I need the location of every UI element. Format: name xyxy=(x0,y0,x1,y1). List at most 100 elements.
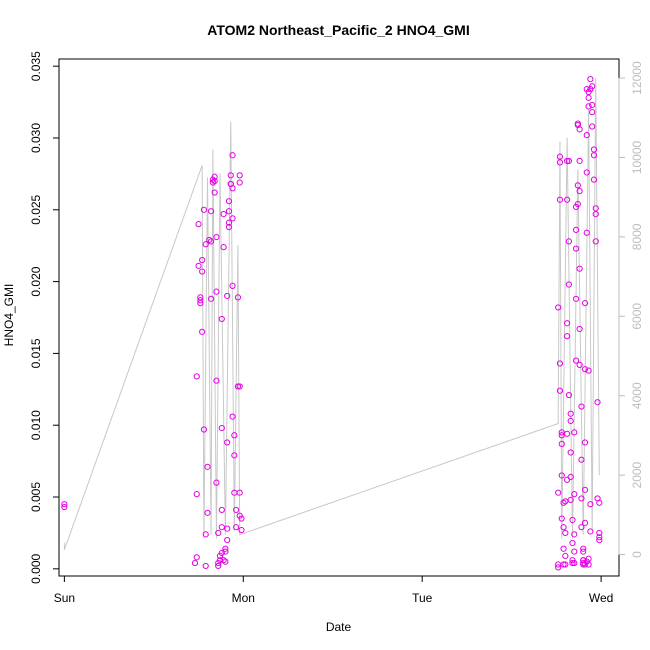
data-point xyxy=(569,516,576,524)
data-point xyxy=(220,244,227,251)
data-point xyxy=(222,558,229,565)
plot-frame xyxy=(58,58,620,577)
data-point xyxy=(213,479,220,486)
data-point xyxy=(207,238,215,245)
y-tick-label: 0.035 xyxy=(29,51,43,81)
data-point xyxy=(234,294,242,301)
data-point xyxy=(576,157,583,165)
x-tick-label: Wed xyxy=(589,591,613,605)
data-point xyxy=(564,157,571,165)
data-point xyxy=(558,429,565,436)
data-point xyxy=(558,515,565,522)
y-axis-label: HNO4_GMI xyxy=(2,284,16,347)
data-point xyxy=(569,559,576,567)
data-point xyxy=(565,391,573,399)
data-point xyxy=(207,295,215,302)
data-point xyxy=(576,325,583,333)
data-point xyxy=(571,429,578,436)
data-point xyxy=(574,200,581,208)
data-point xyxy=(565,157,573,165)
x-axis-label: Date xyxy=(326,620,352,634)
data-point xyxy=(229,152,236,159)
data-point xyxy=(590,152,598,159)
data-point xyxy=(578,403,585,410)
data-point xyxy=(231,432,238,439)
data-point xyxy=(229,185,236,192)
data-point xyxy=(574,182,581,189)
data-point xyxy=(592,205,599,212)
data-point xyxy=(556,196,564,203)
data-point xyxy=(562,529,569,537)
data-point xyxy=(562,498,569,505)
data-point xyxy=(215,562,222,570)
data-point xyxy=(564,196,571,203)
data-point xyxy=(61,503,68,511)
data-point xyxy=(590,176,598,183)
data-point xyxy=(218,524,225,531)
data-point xyxy=(213,377,220,384)
data-point xyxy=(197,300,204,307)
data-point xyxy=(572,226,580,233)
data-point xyxy=(236,489,243,496)
data-point xyxy=(587,501,594,508)
data-point xyxy=(564,320,571,327)
data-point xyxy=(567,417,574,424)
data-point xyxy=(565,281,573,288)
data-point xyxy=(560,524,567,531)
data-point xyxy=(193,491,200,498)
data-point xyxy=(216,557,224,564)
data-point xyxy=(193,373,200,380)
data-point xyxy=(204,509,211,516)
data-point xyxy=(567,449,574,456)
data-point xyxy=(562,561,569,568)
data-point xyxy=(567,496,574,503)
data-point xyxy=(213,233,220,241)
data-point xyxy=(197,294,204,301)
data-point xyxy=(564,430,571,437)
data-point xyxy=(199,268,206,275)
y2-tick-label: 6000 xyxy=(630,303,644,330)
data-point xyxy=(193,554,200,561)
data-point xyxy=(564,476,571,483)
data-point xyxy=(558,440,565,447)
y2-tick-label: 4000 xyxy=(630,382,644,409)
data-point xyxy=(222,545,229,552)
data-point xyxy=(583,132,590,139)
data-point xyxy=(585,367,592,374)
data-point xyxy=(200,426,208,433)
y-axis-left: 0.000 0.005 0.010 0.015 0.020 0.025 0.030 0.035 xyxy=(29,51,60,584)
data-point xyxy=(206,236,213,244)
data-point xyxy=(202,562,209,570)
data-point xyxy=(211,189,218,196)
data-point xyxy=(590,146,598,153)
data-point xyxy=(596,499,603,506)
data-point xyxy=(225,198,233,205)
data-point xyxy=(576,361,583,368)
data-point xyxy=(580,548,587,555)
y-tick-label: 0.025 xyxy=(29,194,43,224)
data-point xyxy=(224,536,231,544)
data-point xyxy=(197,297,204,304)
data-point xyxy=(218,315,225,323)
data-point xyxy=(581,486,589,493)
y2-tick-label: 0 xyxy=(630,551,644,558)
data-point xyxy=(583,169,590,176)
data-point xyxy=(61,501,68,508)
data-point xyxy=(555,564,562,571)
data-point xyxy=(572,357,580,364)
data-point xyxy=(231,452,238,459)
data-point xyxy=(224,439,231,446)
data-point xyxy=(558,432,565,439)
data-point xyxy=(558,472,565,479)
data-point xyxy=(576,126,583,133)
data-point xyxy=(225,208,233,215)
data-point xyxy=(218,506,225,514)
data-point xyxy=(236,179,243,186)
data-point xyxy=(565,238,573,245)
data-point xyxy=(567,473,574,481)
y-tick-label: 0.000 xyxy=(29,553,43,583)
data-point xyxy=(220,211,227,218)
y-tick-label: 0.005 xyxy=(29,482,43,512)
data-point xyxy=(202,241,209,248)
